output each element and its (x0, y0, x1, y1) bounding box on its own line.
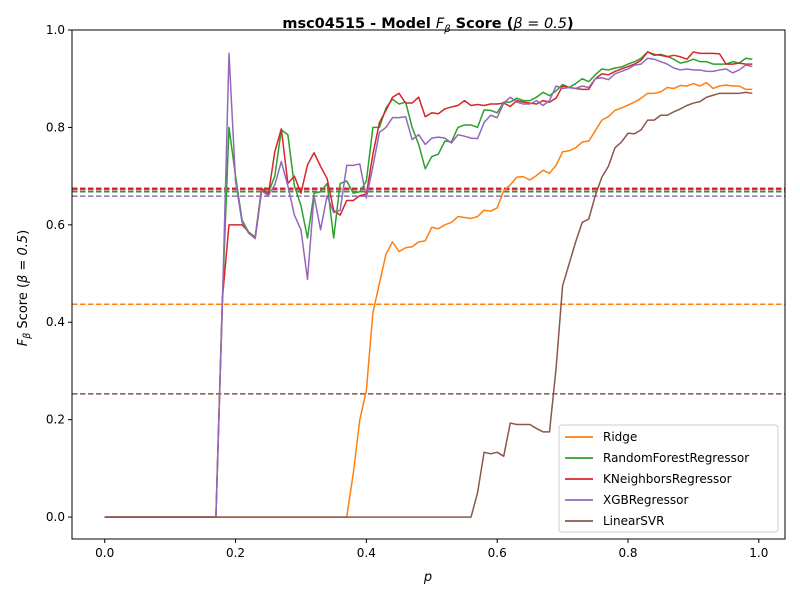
x-tick-label: 0.8 (618, 546, 637, 560)
y-tick-label: 0.2 (46, 413, 65, 427)
series-line-kneighborsregressor (104, 51, 753, 518)
y-tick-label: 0.0 (46, 510, 65, 524)
series-line-ridge (104, 81, 753, 518)
legend-label: KNeighborsRegressor (603, 472, 732, 486)
x-axis-label: p (423, 570, 432, 585)
x-tick-label: 0.6 (488, 546, 507, 560)
x-axis-ticks: 0.0 0.2 0.4 0.6 0.8 1.0 (95, 539, 768, 560)
x-tick-label: 0.0 (95, 546, 114, 560)
legend-label: LinearSVR (603, 514, 664, 528)
x-tick-label: 1.0 (749, 546, 768, 560)
y-tick-label: 0.6 (46, 218, 65, 232)
y-axis-label: Fβ Score (β = 0.5) (16, 230, 33, 347)
series-line-xgbregressor (104, 52, 753, 518)
legend-entries: Ridge RandomForestRegressor KNeighborsRegr… (565, 430, 749, 528)
legend-label: XGBRegressor (603, 493, 688, 507)
legend: Ridge RandomForestRegressor KNeighborsRegr… (558, 424, 779, 533)
legend-label: Ridge (603, 430, 637, 444)
series-lines (104, 51, 753, 518)
baseline-lines (72, 187, 785, 395)
legend-label: RandomForestRegressor (603, 451, 749, 465)
x-tick-label: 0.2 (226, 546, 245, 560)
y-tick-label: 0.4 (46, 315, 65, 329)
series-line-linearsvr (104, 91, 753, 518)
plot-area-frame (71, 29, 786, 540)
legend-box (558, 424, 779, 533)
x-tick-label: 0.4 (357, 546, 376, 560)
y-axis-ticks: 0.0 0.2 0.4 0.6 0.8 1.0 (46, 23, 72, 524)
y-tick-label: 1.0 (46, 23, 65, 37)
y-tick-label: 0.8 (46, 120, 65, 134)
series-line-randomforestregressor (104, 51, 753, 518)
